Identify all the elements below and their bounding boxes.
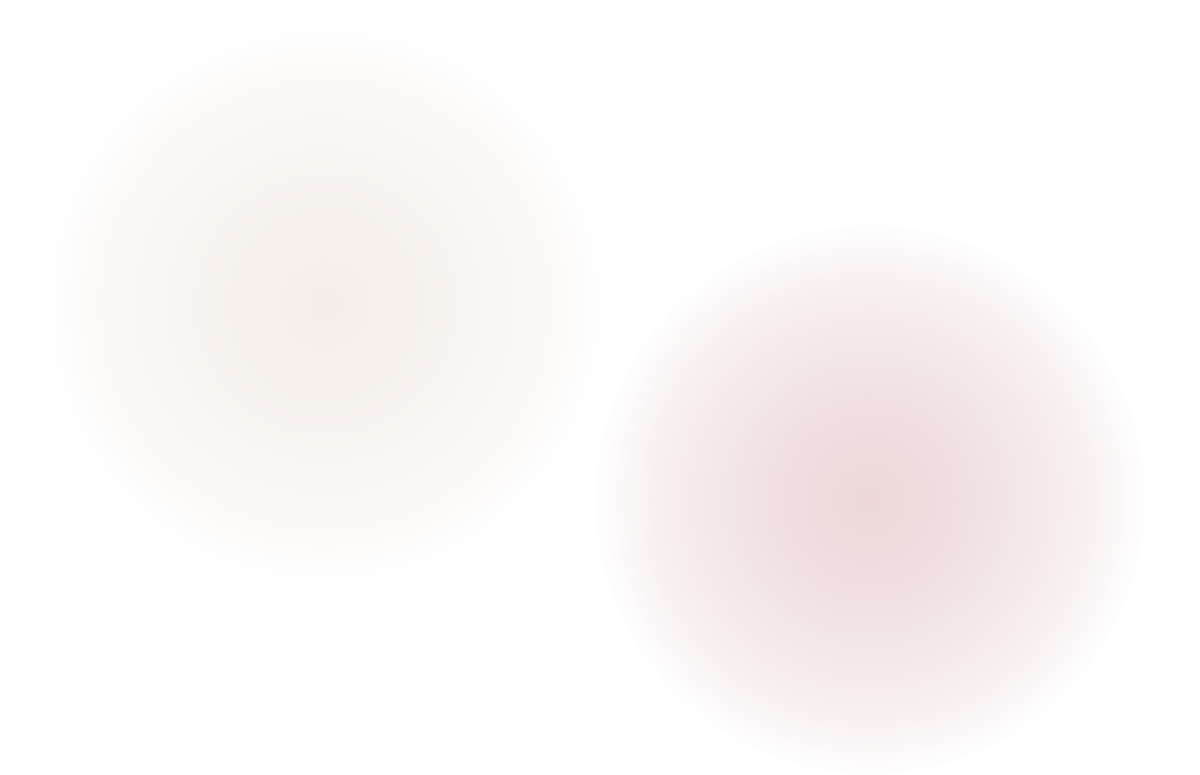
decorative-gradient-blob-pink [595,225,1145,775]
decorative-gradient-blob-beige [45,25,605,585]
